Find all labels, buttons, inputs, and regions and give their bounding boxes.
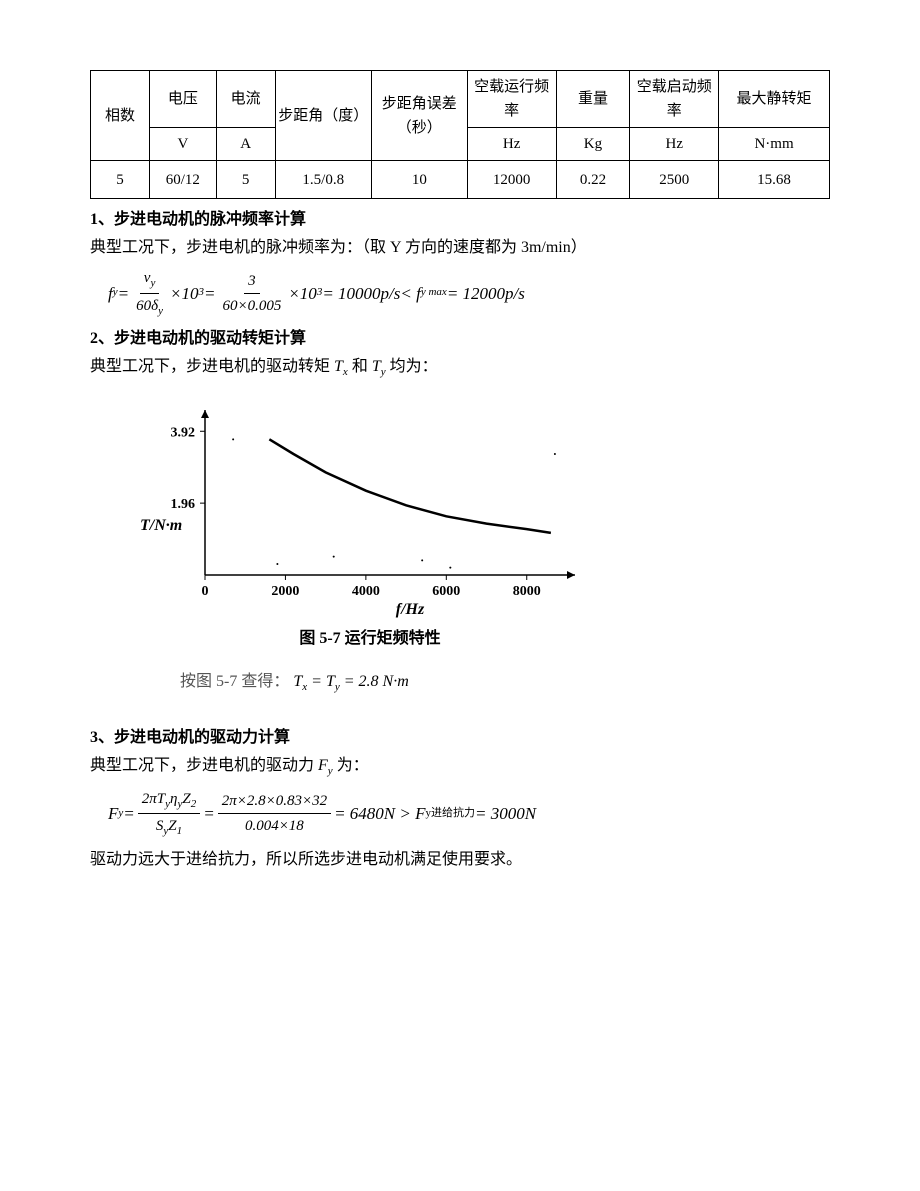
section3-text: 典型工况下，步进电机的驱动力 Fy 为：: [90, 753, 830, 781]
section3-formula: Fy = 2πTyηyZ2 SyZ1 = 2π×2.8×0.83×32 0.00…: [108, 787, 830, 841]
unit-current: A: [216, 128, 275, 161]
spec-table: 相数 电压 电流 步距角（度） 步距角误差（秒） 空载运行频率 重量 空载启动频…: [90, 70, 830, 199]
torque-freq-chart: T/N·m 020004000600080001.963.92f/Hz 图 5-…: [150, 400, 590, 652]
cell-2: 5: [216, 161, 275, 199]
col-max-torque: 最大静转矩: [719, 71, 830, 128]
col-phases: 相数: [91, 71, 150, 161]
f1-mult2: ×10: [288, 280, 316, 307]
chart-svg: 0 2000 4000 6000 8000 1.96 3.92 f/Hz: [150, 400, 590, 620]
unit-startfreq: Hz: [630, 128, 719, 161]
f1-eq4: = 12000: [447, 280, 505, 307]
col-step-error: 步距角误差（秒）: [371, 71, 467, 161]
f1-eq3: = 10000: [322, 280, 380, 307]
table-header-row: 相数 电压 电流 步距角（度） 步距角误差（秒） 空载运行频率 重量 空载启动频…: [91, 71, 830, 128]
col-weight: 重量: [556, 71, 630, 128]
cell-0: 5: [91, 161, 150, 199]
col-voltage: 电压: [150, 71, 217, 128]
chart-caption: 图 5-7 运行矩频特性: [150, 626, 590, 652]
svg-text:2000: 2000: [271, 584, 299, 599]
f3-frac2: 2π×2.8×0.83×32 0.004×18: [218, 789, 331, 838]
svg-text:f/Hz: f/Hz: [396, 601, 425, 618]
cell-5: 12000: [467, 161, 556, 199]
cell-6: 0.22: [556, 161, 630, 199]
cell-7: 2500: [630, 161, 719, 199]
cell-4: 10: [371, 161, 467, 199]
section3-conclusion: 驱动力远大于进给抗力，所以所选步进电动机满足使用要求。: [90, 847, 830, 873]
svg-text:8000: 8000: [513, 584, 541, 599]
f1-eq2: =: [204, 280, 215, 307]
section2-text: 典型工况下，步进电机的驱动转矩 Tx 和 Ty 均为：: [90, 354, 830, 382]
f1-lt: < f: [400, 280, 420, 307]
cell-8: 15.68: [719, 161, 830, 199]
section3-heading: 3、步进电动机的驱动力计算: [90, 725, 830, 751]
col-current: 电流: [216, 71, 275, 128]
section2-heading: 2、步进电动机的驱动转矩计算: [90, 326, 830, 352]
cell-3: 1.5/0.8: [275, 161, 371, 199]
f1-eq1: =: [118, 280, 129, 307]
f3-frac1: 2πTyηyZ2 SyZ1: [138, 787, 200, 841]
f1-frac1: vy 60δy: [132, 266, 167, 320]
table-data-row: 5 60/12 5 1.5/0.8 10 12000 0.22 2500 15.…: [91, 161, 830, 199]
section1-formula: fy = vy 60δy ×103 = 3 60×0.005 ×103 = 10…: [108, 266, 830, 320]
f1-frac2: 3 60×0.005: [218, 269, 285, 318]
f1-ps2: p/s: [505, 280, 525, 307]
f1-mult1: ×10: [170, 280, 198, 307]
svg-text:1.96: 1.96: [171, 497, 196, 512]
section1-text: 典型工况下，步进电机的脉冲频率为：（取 Y 方向的速度都为 3m/min）: [90, 235, 830, 261]
svg-text:4000: 4000: [352, 584, 380, 599]
f1-ps1: p/s: [381, 280, 401, 307]
svg-text:6000: 6000: [432, 584, 460, 599]
svg-text:0: 0: [202, 584, 209, 599]
unit-weight: Kg: [556, 128, 630, 161]
chart-ylabel: T/N·m: [140, 513, 182, 539]
col-noload-freq: 空载运行频率: [467, 71, 556, 128]
lookup-line: 按图 5-7 查得： Tx = Ty = 2.8 N·m: [180, 669, 830, 697]
unit-torque: N·mm: [719, 128, 830, 161]
unit-freq: Hz: [467, 128, 556, 161]
col-start-freq: 空载启动频率: [630, 71, 719, 128]
col-step-angle: 步距角（度）: [275, 71, 371, 161]
svg-text:3.92: 3.92: [171, 425, 196, 440]
unit-voltage: V: [150, 128, 217, 161]
section1-heading: 1、步进电动机的脉冲频率计算: [90, 207, 830, 233]
cell-1: 60/12: [150, 161, 217, 199]
